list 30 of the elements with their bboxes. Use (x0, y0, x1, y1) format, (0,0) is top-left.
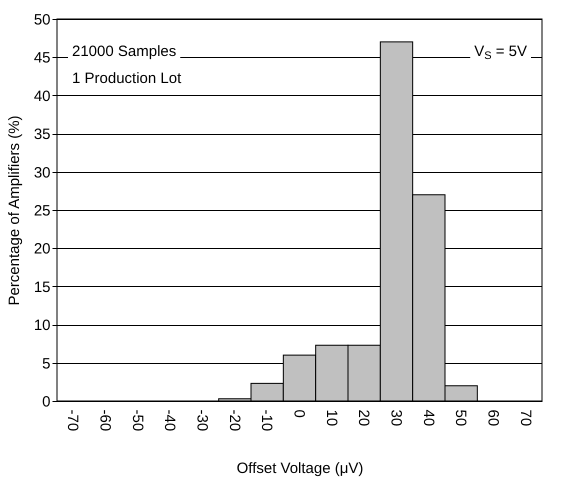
y-tick-label: 40 (34, 88, 50, 105)
x-tick-label: -50 (128, 410, 146, 432)
y-axis-title: Percentage of Amplifiers (%) (6, 115, 23, 306)
x-tick-label: -70 (64, 410, 82, 432)
x-axis-title: Offset Voltage (μV) (236, 460, 364, 478)
x-tick-label: 20 (355, 410, 372, 426)
y-tick-label: 30 (34, 164, 50, 182)
x-tick-label: 0 (290, 410, 308, 418)
x-tick-label: -10 (258, 410, 276, 432)
y-tick-label: 45 (34, 50, 50, 67)
y-tick-label: 25 (34, 202, 50, 220)
y-tick-label: 50 (34, 12, 50, 28)
x-tick-label: 70 (516, 410, 534, 426)
x-tick-label: 30 (388, 410, 404, 426)
x-tick-label: -40 (161, 410, 178, 432)
y-tick-label: 15 (34, 278, 50, 296)
y-tick-label: 5 (42, 355, 50, 372)
x-tick-label: -20 (226, 410, 243, 432)
x-tick-label: 40 (420, 410, 437, 426)
x-tick-label: 50 (452, 410, 470, 426)
x-tick-label: -60 (96, 410, 114, 432)
y-tick-label: 0 (42, 394, 50, 410)
annotation: 1 Production Lot (72, 70, 182, 87)
y-tick-label: 20 (34, 240, 50, 258)
x-tick-label: -30 (194, 410, 210, 432)
x-tick-label: 60 (484, 410, 502, 426)
annotation: 21000 Samples (72, 43, 176, 60)
x-tick-label: 10 (322, 410, 340, 426)
y-tick-label: 10 (34, 317, 50, 334)
y-tick-label: 35 (34, 126, 50, 144)
